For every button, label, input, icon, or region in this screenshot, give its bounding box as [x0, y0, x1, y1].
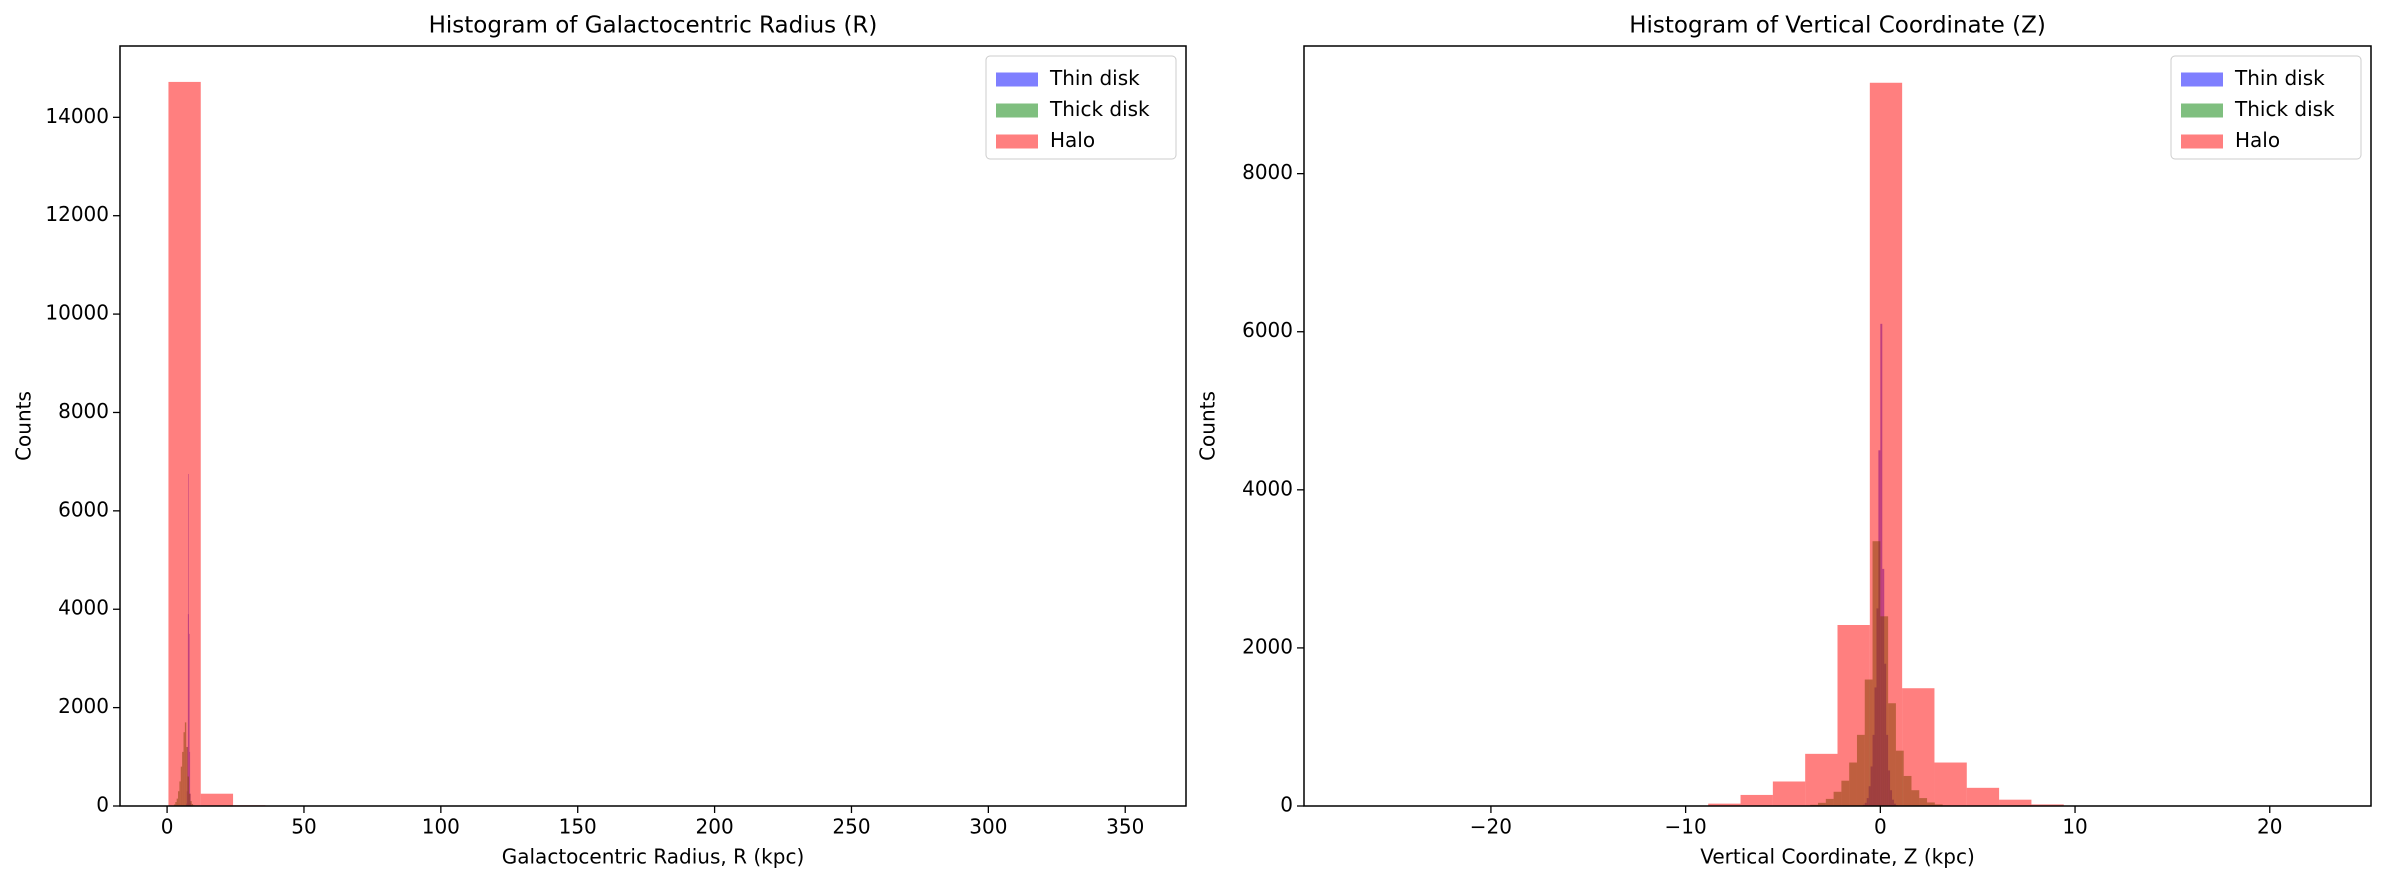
histogram-bar: [1934, 762, 1967, 806]
y-tick-label: 8000: [1242, 160, 1293, 184]
histogram-bar: [1805, 753, 1838, 806]
legend-swatch: [996, 103, 1038, 118]
x-axis-label: Vertical Coordinate, Z (kpc): [1700, 845, 1975, 869]
legend-label: Thick disk: [2234, 97, 2335, 121]
x-tick-label: 20: [2257, 815, 2282, 839]
y-tick-label: 12000: [45, 202, 109, 226]
histogram-bar: [1999, 799, 2032, 806]
x-tick-label: 10: [2062, 815, 2087, 839]
x-tick-label: 150: [559, 815, 597, 839]
y-tick-label: 10000: [45, 301, 109, 325]
histogram-bar: [168, 81, 201, 807]
x-tick-label: 250: [832, 815, 870, 839]
legend-swatch: [2181, 134, 2223, 149]
chart-title: Histogram of Galactocentric Radius (R): [429, 13, 878, 39]
legend-swatch: [996, 72, 1038, 87]
legend: Thin disk Thick disk Halo: [985, 55, 1177, 160]
x-tick-label: 100: [422, 815, 460, 839]
legend-label: Halo: [2235, 128, 2280, 152]
chart: Histogram of Vertical Coordinate (Z) −20 −…: [1196, 13, 2372, 869]
histogram-bar: [1902, 688, 1935, 806]
y-tick-label: 0: [1280, 793, 1293, 817]
y-tick-label: 6000: [58, 497, 109, 521]
y-tick-label: 4000: [1242, 476, 1293, 500]
x-tick-label: 350: [1106, 815, 1144, 839]
histogram-bar: [200, 793, 234, 806]
histogram-bar: [1966, 787, 2000, 806]
x-tick-label: −20: [1470, 815, 1512, 839]
legend-label: Thin disk: [2234, 66, 2325, 90]
y-tick-label: 4000: [58, 596, 109, 620]
histogram-bar: [1772, 781, 1806, 806]
x-tick-label: 0: [1874, 815, 1887, 839]
y-tick-label: 0: [96, 793, 109, 817]
y-tick-label: 2000: [58, 694, 109, 718]
histogram-bar: [1837, 624, 1870, 806]
histogram-bar: [2031, 804, 2064, 806]
legend-label: Halo: [1050, 128, 1095, 152]
y-tick-label: 8000: [58, 399, 109, 423]
x-axis-label: Galactocentric Radius, R (kpc): [502, 845, 805, 869]
x-tick-label: 200: [696, 815, 734, 839]
histogram-bar: [1740, 794, 1773, 806]
legend-label: Thin disk: [1049, 66, 1140, 90]
legend: Thin disk Thick disk Halo: [2170, 55, 2362, 160]
legend-swatch: [996, 134, 1038, 149]
x-tick-label: 50: [291, 815, 316, 839]
x-tick-label: −10: [1665, 815, 1707, 839]
legend-swatch: [2181, 72, 2223, 87]
y-tick-label: 2000: [1242, 634, 1293, 658]
histogram-bar: [1869, 82, 1903, 807]
legend-swatch: [2181, 103, 2223, 118]
y-tick-label: 14000: [45, 104, 109, 128]
chart-title: Histogram of Vertical Coordinate (Z): [1629, 13, 2046, 39]
axes-frame: [119, 45, 1187, 807]
y-axis-label: Counts: [12, 391, 36, 461]
chart: Histogram of Galactocentric Radius (R) 0 5…: [12, 13, 1187, 869]
histogram-bar: [1708, 803, 1741, 806]
y-tick-label: 6000: [1242, 318, 1293, 342]
y-axis-label: Counts: [1196, 391, 1220, 461]
x-tick-label: 300: [969, 815, 1007, 839]
legend-label: Thick disk: [1049, 97, 1150, 121]
x-tick-label: 0: [161, 815, 174, 839]
axes-frame: [1303, 45, 2372, 807]
